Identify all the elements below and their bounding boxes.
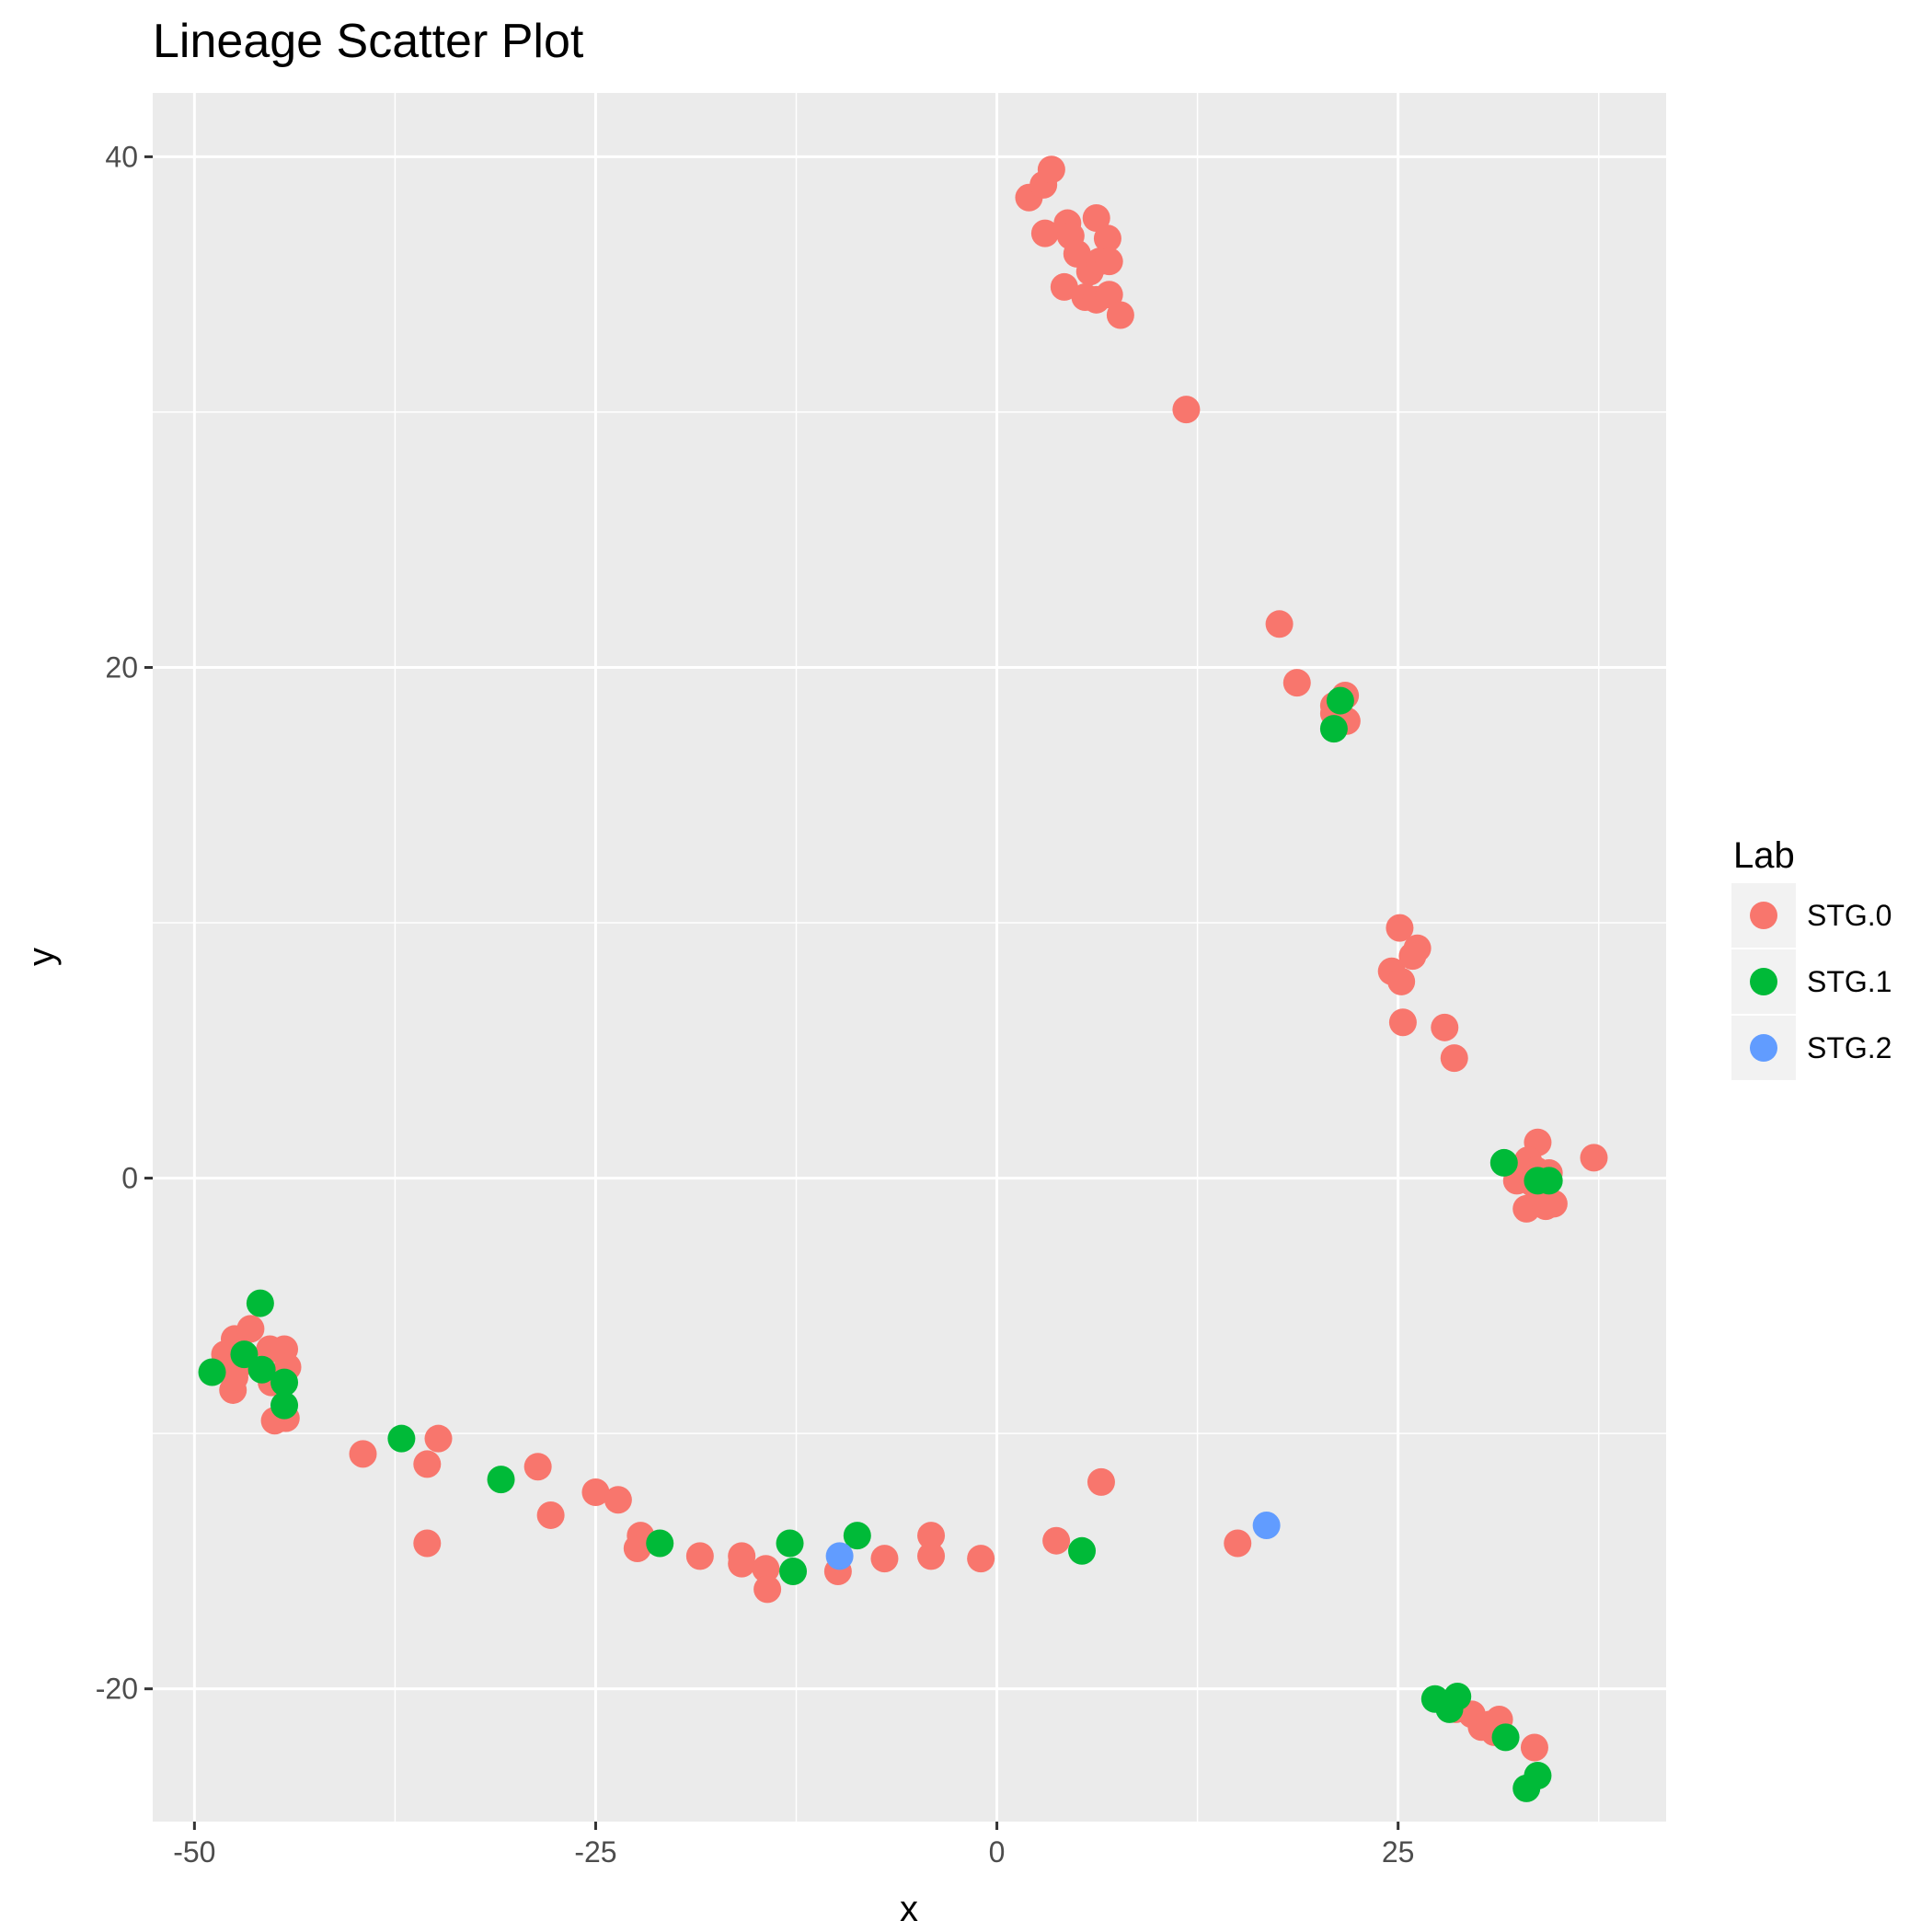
x-axis-ticks: -50 -25 0 25 — [173, 1822, 1414, 1869]
point-stg-0 — [523, 1453, 552, 1481]
point-stg-0 — [1050, 272, 1078, 301]
y-tick-label: -20 — [96, 1673, 138, 1706]
y-axis-title: y — [21, 948, 62, 966]
point-stg-0 — [349, 1440, 377, 1468]
point-stg-0 — [967, 1545, 995, 1573]
x-tick-label: 25 — [1382, 1835, 1415, 1869]
y-tick-label: 40 — [105, 140, 138, 173]
point-stg-0 — [1440, 1044, 1468, 1073]
point-stg-0 — [236, 1315, 265, 1343]
point-stg-0 — [1087, 1467, 1115, 1496]
point-stg-0 — [1037, 155, 1065, 184]
point-stg-0 — [1580, 1144, 1608, 1172]
legend-items: STG.0 STG.1 STG.2 — [1731, 883, 1892, 1080]
point-stg-0 — [917, 1522, 946, 1550]
point-stg-0 — [413, 1529, 442, 1558]
legend-marker-stg-1 — [1750, 968, 1777, 995]
point-stg-0 — [604, 1486, 632, 1514]
legend-label: STG.1 — [1807, 965, 1892, 998]
point-stg-0 — [1106, 301, 1134, 329]
point-stg-1 — [1489, 1148, 1518, 1177]
point-stg-1 — [1319, 715, 1348, 743]
point-stg-0 — [1398, 942, 1427, 971]
point-stg-0 — [623, 1535, 651, 1563]
point-stg-0 — [1042, 1526, 1071, 1555]
point-stg-0 — [1386, 914, 1414, 942]
point-stg-0 — [1282, 669, 1311, 697]
point-stg-0 — [1095, 281, 1123, 309]
point-stg-0 — [1387, 967, 1416, 995]
point-stg-1 — [487, 1466, 515, 1494]
major-grid — [153, 93, 1666, 1822]
point-stg-0 — [685, 1542, 714, 1570]
point-stg-0 — [424, 1424, 453, 1453]
point-stg-0 — [917, 1542, 946, 1570]
point-stg-0 — [220, 1363, 248, 1392]
point-stg-0 — [1093, 224, 1121, 253]
plot-panel — [153, 93, 1666, 1822]
point-stg-1 — [843, 1522, 871, 1550]
point-stg-0 — [728, 1549, 756, 1578]
point-stg-1 — [1443, 1683, 1472, 1711]
point-stg-0 — [870, 1545, 899, 1573]
point-stg-0 — [1030, 219, 1059, 247]
point-stg-0 — [536, 1501, 565, 1529]
point-stg-1 — [270, 1391, 299, 1420]
legend: Lab STG.0 STG.1 STG.2 — [1731, 835, 1892, 1080]
chart-title: Lineage Scatter Plot — [153, 15, 584, 68]
point-stg-1 — [198, 1358, 226, 1386]
point-stg-1 — [779, 1558, 808, 1586]
point-stg-0 — [752, 1555, 780, 1583]
legend-label: STG.0 — [1807, 899, 1892, 932]
point-stg-0 — [413, 1450, 442, 1478]
point-stg-2 — [1252, 1512, 1281, 1540]
point-stg-0 — [1095, 247, 1123, 276]
point-stg-2 — [825, 1542, 854, 1570]
x-tick-label: 0 — [989, 1835, 1006, 1869]
x-axis-title: x — [900, 1889, 918, 1929]
legend-marker-stg-2 — [1750, 1034, 1777, 1062]
point-stg-0 — [1224, 1529, 1252, 1558]
point-stg-0 — [1520, 1733, 1548, 1762]
point-stg-1 — [776, 1529, 804, 1558]
point-stg-0 — [581, 1478, 610, 1506]
x-tick-label: -25 — [574, 1835, 616, 1869]
point-stg-0 — [1388, 1008, 1417, 1037]
point-stg-1 — [1535, 1167, 1563, 1195]
point-stg-1 — [387, 1424, 416, 1453]
point-stg-0 — [1172, 396, 1201, 424]
point-stg-0 — [1431, 1013, 1459, 1041]
point-stg-1 — [246, 1289, 274, 1317]
point-stg-1 — [270, 1368, 299, 1397]
y-tick-label: 0 — [121, 1162, 138, 1195]
point-stg-0 — [1082, 203, 1110, 232]
point-stg-1 — [1326, 686, 1354, 715]
y-axis-ticks: -20 0 20 40 — [96, 140, 153, 1706]
x-tick-label: -50 — [173, 1835, 215, 1869]
point-stg-1 — [1524, 1762, 1552, 1790]
legend-marker-stg-0 — [1750, 902, 1777, 929]
point-stg-1 — [1491, 1723, 1520, 1752]
point-stg-1 — [1068, 1536, 1097, 1565]
point-stg-0 — [1539, 1190, 1568, 1218]
point-stg-0 — [753, 1575, 782, 1604]
point-stg-1 — [646, 1529, 674, 1558]
legend-label: STG.2 — [1807, 1031, 1892, 1064]
point-stg-0 — [1265, 610, 1294, 638]
legend-title: Lab — [1733, 835, 1795, 876]
data-points — [198, 155, 1608, 1802]
point-stg-1 — [247, 1355, 276, 1384]
y-tick-label: 20 — [105, 650, 138, 684]
